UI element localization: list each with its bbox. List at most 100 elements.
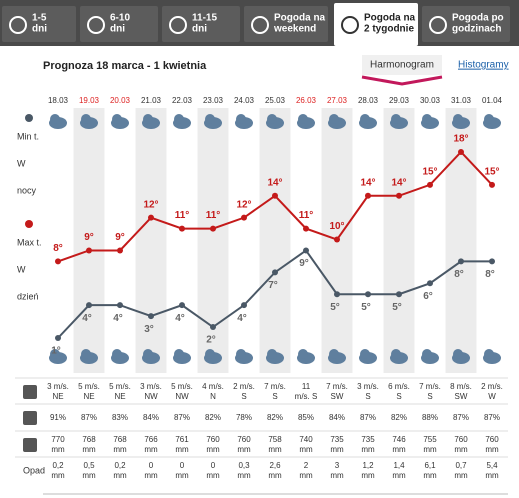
table-cell: 3 m/s. — [357, 382, 379, 391]
weather-icon — [329, 114, 339, 124]
data-point — [489, 258, 495, 265]
table-cell: 5 m/s. — [109, 382, 131, 391]
column-stripe — [383, 108, 415, 373]
table-cell: 761 — [175, 435, 189, 444]
table-cell: mm — [299, 471, 313, 480]
weather-icon — [50, 349, 60, 359]
column-stripe — [445, 108, 477, 373]
data-label: 11° — [299, 210, 314, 221]
data-label: 5° — [361, 302, 371, 313]
table-cell: mm — [175, 445, 189, 454]
row-label: Opad — [23, 465, 45, 475]
weather-icon — [174, 349, 184, 359]
weather-icon — [453, 114, 463, 124]
row-icon — [23, 438, 37, 452]
weather-icon — [484, 349, 494, 359]
table-cell: m/s. S — [295, 392, 318, 401]
date-label: 30.03 — [420, 96, 441, 105]
table-cell: 5 m/s. — [78, 382, 100, 391]
data-label: 10° — [329, 221, 344, 232]
table-cell: 84% — [143, 413, 159, 422]
tab-label: 6-10 — [110, 13, 130, 24]
weather-icon — [143, 349, 153, 359]
table-cell: 7 m/s. — [326, 382, 348, 391]
column-stripe — [135, 108, 167, 373]
tab-icon — [9, 16, 27, 34]
table-cell: S — [365, 392, 370, 401]
legend-dot — [25, 220, 33, 228]
data-label: 11° — [206, 210, 221, 221]
data-point — [55, 335, 61, 341]
table-cell: mm — [82, 445, 96, 454]
legend-label: Max t. — [17, 237, 42, 247]
weather-icon — [81, 114, 91, 124]
legend-label: W — [17, 158, 26, 168]
tab-label: weekend — [273, 24, 316, 35]
button[interactable] — [362, 55, 442, 75]
link[interactable]: Histogramy — [458, 60, 509, 71]
data-point — [303, 225, 309, 232]
data-point — [458, 149, 464, 155]
table-cell: 2 — [304, 461, 309, 470]
table-cell: mm — [423, 445, 437, 454]
weather-icon — [453, 349, 463, 359]
data-label: 4° — [113, 313, 123, 324]
tab[interactable] — [334, 3, 418, 46]
weather-icon — [174, 114, 184, 124]
table-cell: mm — [361, 445, 375, 454]
table-cell: mm — [113, 445, 127, 454]
table-cell: mm — [423, 471, 437, 480]
table-cell: 83% — [112, 413, 128, 422]
data-point — [55, 258, 61, 265]
table-cell: mm — [485, 471, 499, 480]
date-label: 20.03 — [110, 96, 131, 105]
data-label: 8° — [53, 243, 63, 254]
tab-label: Pogoda na — [274, 13, 326, 24]
weather-icon — [50, 114, 60, 124]
data-label: 14° — [360, 177, 375, 188]
data-label: 12° — [236, 199, 251, 210]
table-cell: 760 — [206, 435, 220, 444]
table-cell: 87% — [360, 413, 376, 422]
legend-dot — [25, 114, 33, 122]
button-label[interactable]: Harmonogram — [370, 60, 434, 71]
data-label: 11° — [175, 210, 190, 221]
date-label: 01.04 — [482, 96, 503, 105]
tab-icon — [87, 16, 105, 34]
data-point — [117, 247, 123, 254]
data-point — [179, 225, 185, 232]
table-cell: SW — [455, 392, 468, 401]
table-cell: NE — [114, 392, 125, 401]
legend-label: W — [17, 264, 26, 274]
date-label: 27.03 — [327, 96, 348, 105]
table-cell: S — [427, 392, 432, 401]
table-cell: 8 m/s. — [450, 382, 472, 391]
table-cell: NE — [83, 392, 94, 401]
table-cell: mm — [206, 445, 220, 454]
tab-icon — [429, 16, 447, 34]
tab[interactable] — [422, 6, 510, 42]
table-cell: mm — [51, 445, 65, 454]
data-label: 9° — [115, 232, 125, 243]
data-point — [334, 291, 340, 298]
weather-icon — [360, 349, 370, 359]
weather-icon — [391, 114, 401, 124]
tab-label: 11-15 — [192, 13, 217, 24]
tab[interactable] — [244, 6, 328, 42]
table-cell: 0 — [211, 461, 216, 470]
table-cell: mm — [144, 471, 158, 480]
weather-icon — [112, 114, 122, 124]
data-point — [117, 302, 123, 309]
data-label: 8° — [485, 269, 495, 280]
table-cell: 760 — [237, 435, 251, 444]
table-cell: NW — [144, 392, 158, 401]
data-point — [272, 269, 278, 276]
data-point — [210, 324, 216, 331]
weather-icon — [391, 349, 401, 359]
tab-label: 2 tygodnie — [364, 24, 414, 35]
table-cell: 768 — [113, 435, 127, 444]
table-cell: mm — [361, 471, 375, 480]
weather-icon — [205, 349, 215, 359]
data-label: 8° — [454, 269, 464, 280]
